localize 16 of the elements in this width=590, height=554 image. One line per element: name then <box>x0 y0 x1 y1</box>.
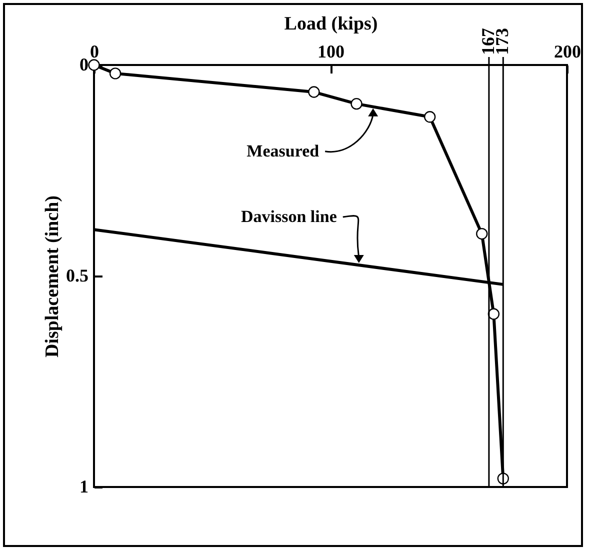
point <box>424 111 436 123</box>
point <box>109 68 122 80</box>
annotation: Davisson line <box>240 207 338 226</box>
y-tick-label: 0 <box>80 54 88 74</box>
annotation: Measured <box>246 141 320 160</box>
x-tick-label: 100 <box>318 42 344 62</box>
point <box>488 308 500 320</box>
point <box>88 59 100 71</box>
y-tick-label: 0.5 <box>66 266 88 286</box>
x-axis-title: Load (kips) <box>284 14 378 34</box>
x-tick-label: 200 <box>554 42 581 62</box>
point <box>308 86 320 98</box>
y-tick-label: 1 <box>80 476 88 496</box>
point <box>476 228 488 240</box>
y-axis-title: Displacement (inch) <box>42 195 63 358</box>
point <box>350 98 362 110</box>
